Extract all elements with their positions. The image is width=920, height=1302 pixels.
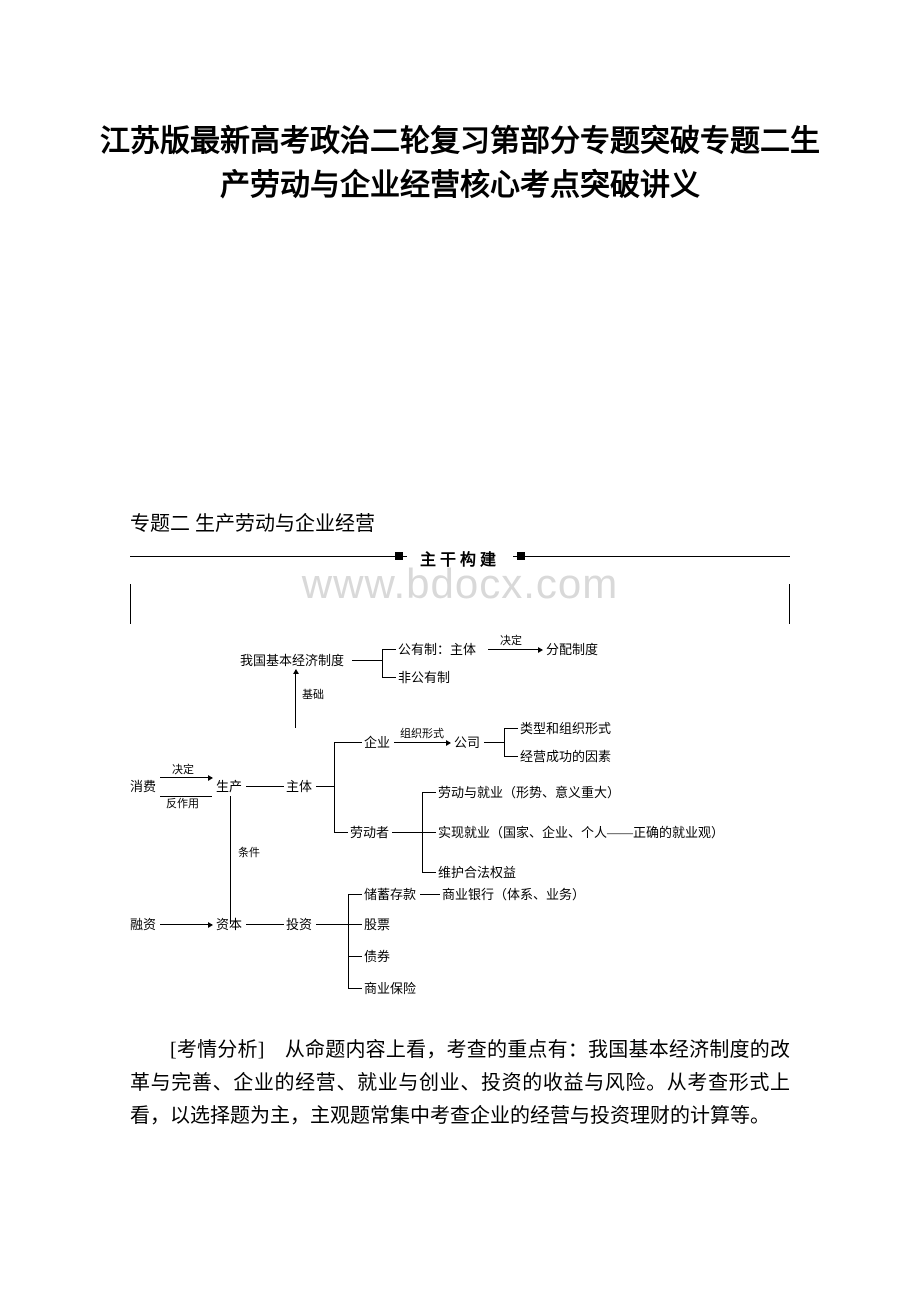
connector bbox=[160, 796, 212, 797]
label-determines: 决定 bbox=[500, 636, 522, 647]
connector-arrow bbox=[160, 777, 212, 778]
concept-diagram: 我国基本经济制度 公有制：主体 非公有制 决定 分配制度 基础 企业 组织形式 … bbox=[130, 624, 790, 1004]
node-insurance: 商业保险 bbox=[364, 982, 416, 995]
connector bbox=[246, 786, 284, 787]
connector bbox=[334, 832, 348, 833]
connector bbox=[348, 988, 362, 989]
node-savings: 储蓄存款 bbox=[364, 888, 416, 901]
connector bbox=[334, 742, 335, 832]
connector bbox=[348, 894, 349, 988]
label-org-form: 组织形式 bbox=[400, 729, 444, 740]
connector bbox=[316, 924, 348, 925]
label-condition: 条件 bbox=[238, 848, 260, 859]
connector bbox=[504, 728, 518, 729]
connector bbox=[348, 924, 362, 925]
connector bbox=[382, 649, 383, 677]
node-enterprise: 企业 bbox=[364, 736, 390, 749]
section-line-right bbox=[513, 556, 790, 557]
node-public-ownership: 公有制：主体 bbox=[398, 643, 476, 656]
node-capital: 资本 bbox=[216, 918, 242, 931]
node-success: 经营成功的因素 bbox=[520, 750, 611, 763]
connector bbox=[348, 742, 362, 743]
connector bbox=[316, 786, 334, 787]
node-stock: 股票 bbox=[364, 918, 390, 931]
label-reaction: 反作用 bbox=[166, 799, 199, 810]
connector-arrow-up bbox=[295, 670, 296, 728]
section-line-left bbox=[130, 556, 407, 557]
connector bbox=[420, 894, 440, 895]
connector bbox=[422, 872, 436, 873]
node-bond: 债券 bbox=[364, 950, 390, 963]
label-basis: 基础 bbox=[302, 690, 324, 701]
node-production: 生产 bbox=[216, 780, 242, 793]
connector bbox=[348, 956, 362, 957]
connector bbox=[352, 660, 382, 661]
connector bbox=[246, 924, 284, 925]
node-company: 公司 bbox=[454, 736, 480, 749]
connector bbox=[484, 742, 504, 743]
node-subject: 主体 bbox=[286, 780, 312, 793]
node-consumption: 消费 bbox=[130, 780, 156, 793]
node-commercial-bank: 商业银行（体系、业务） bbox=[442, 888, 585, 901]
node-nonpublic: 非公有制 bbox=[398, 671, 450, 684]
analysis-paragraph: [考情分析] 从命题内容上看，考查的重点有：我国基本经济制度的改革与完善、企业的… bbox=[90, 1034, 830, 1133]
connector bbox=[230, 796, 231, 924]
connector bbox=[504, 756, 518, 757]
connector-arrow bbox=[394, 742, 450, 743]
connector-arrow bbox=[488, 649, 542, 650]
connector bbox=[392, 832, 422, 833]
node-economic-system: 我国基本经济制度 bbox=[240, 654, 344, 667]
section-label: 主干构建 bbox=[420, 546, 500, 570]
section-header: 主干构建 bbox=[130, 546, 790, 572]
connector bbox=[382, 677, 396, 678]
node-distribution: 分配制度 bbox=[546, 643, 598, 656]
connector bbox=[348, 894, 362, 895]
connector bbox=[382, 649, 396, 650]
connector bbox=[504, 728, 505, 756]
section-marker-left bbox=[395, 552, 403, 560]
node-laborer: 劳动者 bbox=[350, 826, 389, 839]
node-types: 类型和组织形式 bbox=[520, 722, 611, 735]
node-financing: 融资 bbox=[130, 918, 156, 931]
node-achieve-employ: 实现就业（国家、企业、个人——正确的就业观） bbox=[438, 826, 724, 839]
label-determines-cp: 决定 bbox=[172, 765, 194, 776]
topic-subheading: 专题二 生产劳动与企业经营 bbox=[130, 507, 830, 536]
node-labor-employ: 劳动与就业（形势、意义重大） bbox=[438, 786, 620, 799]
node-protect-rights: 维护合法权益 bbox=[438, 866, 516, 879]
node-investment: 投资 bbox=[286, 918, 312, 931]
connector bbox=[422, 792, 436, 793]
document-title: 江苏版最新高考政治二轮复习第部分专题突破专题二生产劳动与企业经营核心考点突破讲义 bbox=[90, 120, 830, 207]
frame-bracket bbox=[130, 584, 790, 624]
connector bbox=[422, 832, 436, 833]
connector-arrow bbox=[160, 924, 212, 925]
connector bbox=[334, 742, 348, 743]
